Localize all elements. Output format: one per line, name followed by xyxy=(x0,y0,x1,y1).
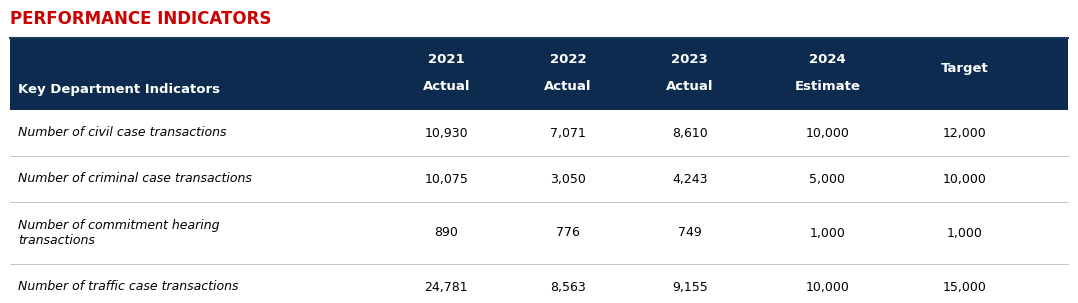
Text: 4,243: 4,243 xyxy=(672,172,707,185)
Text: Actual: Actual xyxy=(666,81,714,93)
Text: 1,000: 1,000 xyxy=(810,227,845,239)
Bar xyxy=(10,202,1068,264)
Bar xyxy=(10,156,1068,202)
Text: 749: 749 xyxy=(678,227,702,239)
Text: 2021: 2021 xyxy=(428,53,465,66)
Text: 15,000: 15,000 xyxy=(943,281,986,294)
Text: Number of commitment hearing
transactions: Number of commitment hearing transaction… xyxy=(18,219,220,247)
Text: 9,155: 9,155 xyxy=(672,281,707,294)
Text: 3,050: 3,050 xyxy=(550,172,586,185)
Text: 890: 890 xyxy=(434,227,458,239)
Text: 7,071: 7,071 xyxy=(550,126,586,139)
Text: Actual: Actual xyxy=(423,81,470,93)
Text: Number of civil case transactions: Number of civil case transactions xyxy=(18,126,226,139)
Text: 10,075: 10,075 xyxy=(425,172,468,185)
Text: 2022: 2022 xyxy=(550,53,586,66)
Text: 10,000: 10,000 xyxy=(943,172,986,185)
Text: 2023: 2023 xyxy=(672,53,708,66)
Text: Number of traffic case transactions: Number of traffic case transactions xyxy=(18,281,238,294)
Text: 8,610: 8,610 xyxy=(672,126,707,139)
Text: 8,563: 8,563 xyxy=(550,281,586,294)
Text: 5,000: 5,000 xyxy=(810,172,845,185)
Text: 10,000: 10,000 xyxy=(805,126,849,139)
Text: Actual: Actual xyxy=(544,81,592,93)
Text: PERFORMANCE INDICATORS: PERFORMANCE INDICATORS xyxy=(10,10,272,28)
Text: Estimate: Estimate xyxy=(794,81,860,93)
Text: 12,000: 12,000 xyxy=(943,126,986,139)
Text: Key Department Indicators: Key Department Indicators xyxy=(18,83,220,96)
Bar xyxy=(10,110,1068,156)
Text: Target: Target xyxy=(941,62,989,75)
Text: 10,000: 10,000 xyxy=(805,281,849,294)
Bar xyxy=(10,264,1068,303)
Text: Number of criminal case transactions: Number of criminal case transactions xyxy=(18,172,252,185)
Text: 2024: 2024 xyxy=(808,53,845,66)
Text: 24,781: 24,781 xyxy=(425,281,468,294)
Bar xyxy=(10,38,1068,110)
Text: 1,000: 1,000 xyxy=(946,227,983,239)
Text: 10,930: 10,930 xyxy=(425,126,468,139)
Text: 776: 776 xyxy=(556,227,580,239)
